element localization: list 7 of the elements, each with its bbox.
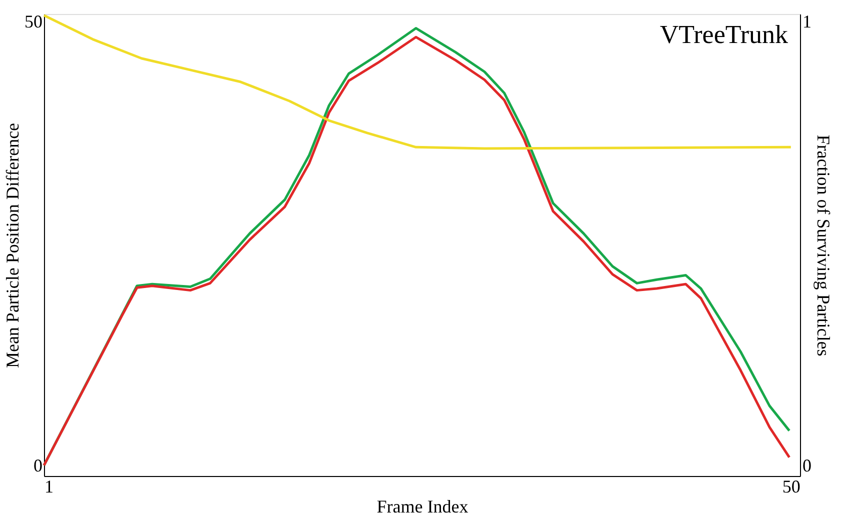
y2-axis-title: Fraction of Surviving Particles xyxy=(814,134,834,356)
y-axis-title: Mean Particle Position Difference xyxy=(2,122,22,368)
annotation: VTreeTrunk xyxy=(660,20,788,49)
y2-tick-label: 0 xyxy=(802,455,812,476)
line-series xyxy=(42,14,792,150)
y2-tick-label: 1 xyxy=(802,11,812,32)
x-axis-title: Frame Index xyxy=(376,496,468,516)
